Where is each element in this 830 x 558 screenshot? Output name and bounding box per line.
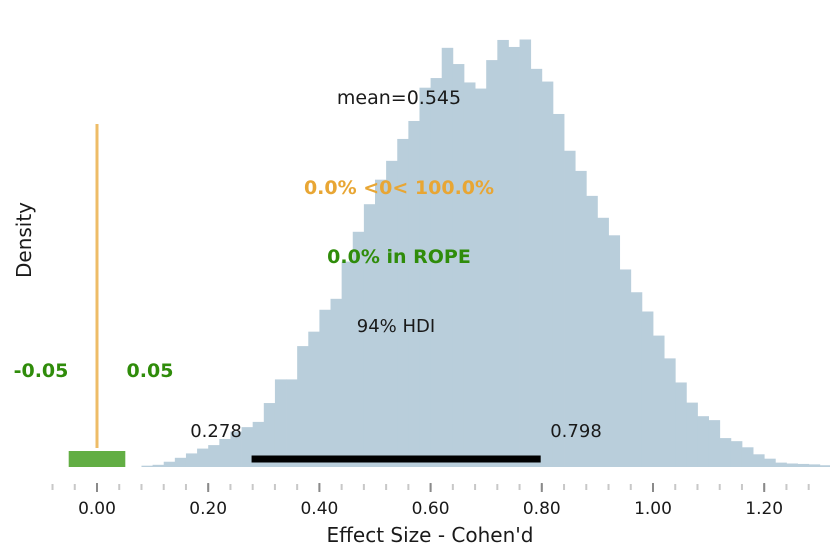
histogram-bar [430, 78, 443, 467]
histogram-bar [530, 68, 543, 468]
histogram-bar [808, 464, 821, 467]
histogram-bar [141, 465, 153, 467]
histogram-bar [274, 379, 287, 467]
x-tick-label: 0.80 [523, 499, 561, 519]
reference-value-label: 0.0% <0< 100.0% [304, 177, 494, 199]
histogram-bar [208, 445, 220, 467]
x-tick-label: 1.00 [634, 499, 672, 519]
histogram-bar [819, 465, 830, 467]
x-tick-label: 0.60 [412, 499, 450, 519]
histogram-bar [330, 298, 343, 467]
histogram-bar [319, 309, 331, 467]
histogram-bar [452, 64, 465, 467]
histogram-bar [174, 457, 187, 467]
x-tick-label: 0.20 [189, 499, 227, 519]
hdi-label: 94% HDI [357, 316, 435, 337]
histogram-bar [708, 420, 721, 467]
histogram-bar [419, 87, 431, 467]
rope-percentage-label: 0.0% in ROPE [327, 246, 471, 268]
x-axis-label: Effect Size - Cohen'd [327, 523, 534, 547]
histogram-bar [163, 461, 176, 467]
histogram-bar [608, 235, 621, 467]
histogram-bar [197, 448, 209, 467]
histogram-bar [219, 438, 231, 467]
histogram-bar [719, 438, 732, 467]
x-tick-label: 0.00 [78, 499, 116, 519]
histogram-bar [775, 462, 787, 467]
histogram-bar [386, 160, 398, 467]
histogram-bar [497, 39, 509, 467]
histogram-bar [286, 379, 298, 467]
histogram-bar [653, 335, 665, 467]
histogram-bar [753, 454, 765, 467]
rope-high-label: 0.05 [127, 360, 174, 382]
histogram-bar [308, 331, 320, 467]
histogram-bar [363, 204, 376, 467]
histogram-bar [786, 463, 798, 467]
rope-bar [68, 451, 126, 467]
histogram-bar [597, 217, 609, 467]
hdi-low-label: 0.278 [190, 421, 242, 442]
histogram-bars [141, 39, 830, 468]
histogram-bar [152, 464, 165, 467]
x-tick-label: 1.20 [745, 499, 783, 519]
histogram-bar [185, 453, 198, 467]
histogram-bar [486, 60, 498, 467]
histogram-bar [586, 195, 598, 467]
histogram-bar [230, 431, 242, 467]
hdi-high-label: 0.798 [550, 421, 602, 442]
histogram-bar [441, 47, 454, 467]
histogram-bar [297, 346, 309, 467]
histogram-bar [352, 231, 365, 467]
histogram-bar [397, 138, 409, 467]
histogram-bar [664, 358, 676, 467]
histogram-bar [252, 421, 265, 467]
histogram-bar [408, 120, 420, 467]
histogram-bar [697, 416, 709, 467]
histogram-bar [263, 403, 276, 467]
histogram-bar [641, 311, 654, 467]
histogram-bar [686, 402, 698, 467]
histogram-bar [730, 441, 743, 467]
histogram-bar [552, 113, 565, 467]
histogram-bar [519, 39, 532, 467]
x-axis: 0.00 0.20 0.40 0.60 0.80 1.00 1.20 [51, 483, 810, 519]
histogram-bar [675, 382, 687, 467]
histogram-bar [630, 292, 643, 467]
histogram-bar [341, 261, 354, 467]
histogram-bar [741, 447, 754, 467]
histogram-bar [575, 170, 587, 467]
mean-label: mean=0.545 [337, 87, 461, 109]
histogram-bar [475, 88, 487, 467]
histogram-bar [241, 427, 254, 467]
histogram-bar [375, 179, 387, 468]
histogram-bar [541, 81, 554, 467]
histogram-bar [564, 150, 576, 467]
histogram-bar [764, 458, 776, 467]
histogram-bar [508, 46, 520, 468]
histogram-bar [619, 269, 632, 467]
x-tick-label: 0.40 [300, 499, 338, 519]
y-axis-label: Density [12, 202, 36, 278]
histogram-bar [463, 82, 476, 467]
rope-low-label: -0.05 [14, 360, 69, 382]
histogram-bar [797, 463, 810, 467]
